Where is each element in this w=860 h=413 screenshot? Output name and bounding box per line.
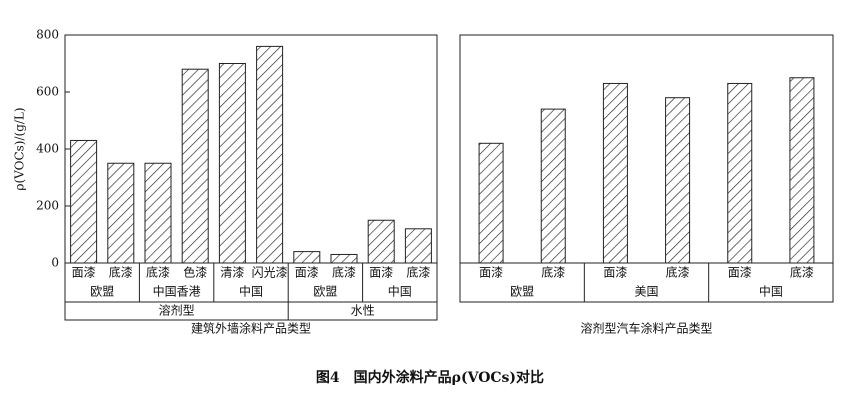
bar: [540, 108, 566, 264]
bar: [665, 97, 691, 264]
bar: [602, 82, 628, 264]
x-axis-label: 溶剂型汽车涂料产品类型: [580, 321, 712, 336]
group-label: 中国香港: [153, 284, 201, 299]
x-tick-label: 底漆: [332, 265, 356, 280]
group-label: 中国: [239, 284, 263, 299]
bar: [70, 139, 98, 264]
y-axis-label: ρ(VOCs)/(g/L): [13, 107, 27, 190]
x-tick-label: 面漆: [603, 266, 627, 280]
x-tick-label: 底漆: [109, 265, 133, 280]
bar: [293, 251, 321, 264]
bar: [789, 77, 815, 264]
y-tick-label: 600: [36, 85, 59, 99]
x-tick-label: 底漆: [790, 265, 814, 280]
bar: [181, 68, 209, 264]
x-tick-label: 面漆: [72, 266, 96, 280]
x-axis-label: 建筑外墙涂料产品类型: [191, 321, 311, 336]
x-tick-label: 底漆: [146, 265, 170, 280]
x-tick-label: 底漆: [666, 265, 690, 280]
bar: [330, 253, 358, 264]
group-label: 美国: [634, 285, 658, 299]
y-tick-label: 0: [51, 256, 59, 270]
x-tick-label: 清漆: [220, 266, 244, 280]
bar: [144, 162, 172, 264]
bar: [367, 219, 395, 264]
x-tick-label: 色漆: [183, 266, 207, 280]
y-tick-label: 200: [36, 199, 59, 213]
supergroup-label: 溶剂型: [159, 303, 195, 318]
x-tick-label: 闪光漆: [252, 266, 288, 280]
x-tick-label: 底漆: [406, 265, 430, 280]
x-tick-label: 面漆: [295, 266, 319, 280]
bar: [218, 63, 246, 264]
panel-frame: [64, 34, 438, 321]
caption: 图4 国内外涂料产品ρ(VOCs)对比: [316, 369, 544, 386]
group-label: 欧盟: [90, 285, 114, 299]
bar: [727, 82, 753, 264]
group-label: 中国: [759, 284, 783, 299]
x-tick-label: 面漆: [369, 266, 393, 280]
bar: [478, 142, 504, 264]
x-tick-label: 底漆: [541, 265, 565, 280]
bar: [107, 162, 135, 264]
y-tick-label: 400: [36, 142, 59, 156]
panel-frame: [459, 34, 834, 303]
x-tick-label: 面漆: [479, 266, 503, 280]
bar: [256, 45, 284, 264]
group-label: 欧盟: [510, 285, 534, 299]
bar: [404, 228, 432, 264]
supergroup-label: 水性: [351, 304, 375, 318]
x-tick-label: 面漆: [728, 266, 752, 280]
group-label: 欧盟: [313, 285, 337, 299]
y-tick-label: 800: [36, 28, 59, 42]
group-label: 中国: [388, 284, 412, 299]
